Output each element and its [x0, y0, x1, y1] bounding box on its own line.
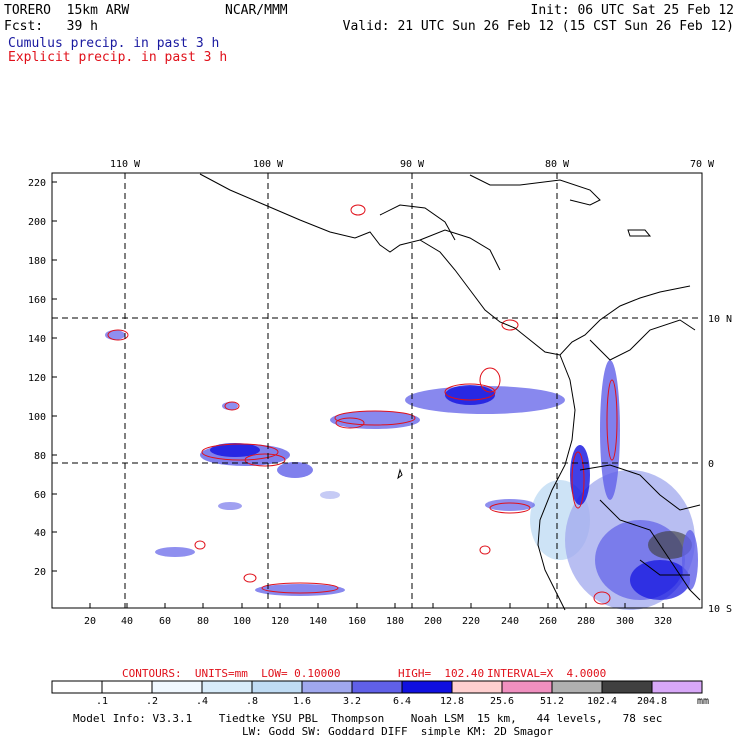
colorbar-label: 12.8: [439, 696, 465, 707]
colorbar-label: 102.4: [586, 696, 618, 707]
colorbar-label: .2: [145, 696, 159, 707]
colorbar-swatch: [651, 680, 703, 694]
colorbar-swatch: [551, 680, 603, 694]
x-tick-label: 200: [424, 616, 442, 627]
model-title: TORERO 15km ARW: [4, 3, 130, 18]
colorbar-swatch: [201, 680, 253, 694]
contours-interval: INTERVAL=X 4.0000: [487, 667, 607, 680]
legend-cumulus: Cumulus precip. in past 3 h: [8, 36, 220, 51]
x-tick-label: 100: [233, 616, 251, 627]
x-tick-label: 160: [348, 616, 366, 627]
colorbar-swatch: [501, 680, 553, 694]
contours-high: HIGH= 102.40: [398, 667, 485, 680]
lon-label-90w: 90 W: [400, 159, 425, 170]
lat-label-0: 0: [708, 459, 714, 470]
x-tick-label: 300: [616, 616, 634, 627]
model-info-line1: Model Info: V3.3.1 Tiedtke YSU PBL Thomp…: [73, 712, 663, 725]
explicit-precip-contours: [107, 204, 618, 605]
x-tick-label: 280: [577, 616, 595, 627]
y-tick-label: 140: [28, 334, 46, 345]
colorbar-swatch: [351, 680, 403, 694]
colorbar-swatch: [601, 680, 653, 694]
x-tick-label: 320: [654, 616, 672, 627]
colorbar-label: 1.6: [292, 696, 312, 707]
colorbar: [51, 680, 703, 694]
y-tick-label: 80: [34, 451, 46, 462]
coastlines: [199, 173, 701, 611]
legend-explicit: Explicit precip. in past 3 h: [8, 50, 228, 65]
x-tick-label: 40: [121, 616, 133, 627]
x-tick-label: 60: [159, 616, 171, 627]
colorbar-swatch: [451, 680, 503, 694]
colorbar-label: .4: [195, 696, 209, 707]
colorbar-swatch: [401, 680, 453, 694]
colorbar-label: 25.6: [489, 696, 515, 707]
colorbar-label: 204.8: [636, 696, 668, 707]
lon-label-70w: 70 W: [690, 159, 715, 170]
x-tick-label: 120: [271, 616, 289, 627]
contours-label: CONTOURS: UNITS=mm LOW= 0.10000: [122, 667, 341, 680]
x-tick-label: 80: [197, 616, 209, 627]
x-tick-label: 220: [462, 616, 480, 627]
colorbar-swatch: [301, 680, 353, 694]
y-tick-label: 60: [34, 490, 46, 501]
graticule: [52, 173, 702, 608]
precip-fields: [105, 330, 698, 610]
y-axis: 20 40 60 80 100 120 140 160 180 200 220: [28, 178, 57, 578]
y-tick-label: 200: [28, 217, 46, 228]
colorbar-swatch: [251, 680, 303, 694]
lat-label-10n: 10 N: [708, 314, 732, 325]
model-info-line2: LW: Godd SW: Goddard DIFF simple KM: 2D …: [242, 725, 554, 738]
colorbar-label: 51.2: [539, 696, 565, 707]
y-tick-label: 220: [28, 178, 46, 189]
colorbar-label: .8: [245, 696, 259, 707]
x-tick-label: 260: [539, 616, 557, 627]
y-tick-label: 160: [28, 295, 46, 306]
y-tick-label: 40: [34, 528, 46, 539]
init-time: Init: 06 UTC Sat 25 Feb 12: [530, 3, 735, 18]
y-tick-label: 180: [28, 256, 46, 267]
lon-label-100w: 100 W: [253, 159, 284, 170]
x-axis: 20 40 60 80 100 120 140 160 180 200 220 …: [84, 603, 672, 627]
colorbar-swatch: [51, 680, 103, 694]
y-tick-label: 100: [28, 412, 46, 423]
lat-label-10s: 10 S: [708, 604, 732, 615]
colorbar-label: .1: [95, 696, 109, 707]
colorbar-unit: mm: [696, 696, 710, 707]
forecast-hour: Fcst: 39 h: [4, 19, 98, 34]
lon-label-110w: 110 W: [110, 159, 141, 170]
y-tick-label: 120: [28, 373, 46, 384]
colorbar-label: 6.4: [392, 696, 412, 707]
colorbar-swatch: [151, 680, 203, 694]
colorbar-swatch: [101, 680, 153, 694]
lon-label-80w: 80 W: [545, 159, 570, 170]
colorbar-label: 3.2: [342, 696, 362, 707]
x-tick-label: 180: [386, 616, 404, 627]
y-tick-label: 20: [34, 567, 46, 578]
x-tick-label: 20: [84, 616, 96, 627]
valid-time: Valid: 21 UTC Sun 26 Feb 12 (15 CST Sun …: [342, 19, 734, 34]
map-frame: [51, 172, 703, 609]
x-tick-label: 140: [309, 616, 327, 627]
x-tick-label: 240: [501, 616, 519, 627]
org-label: NCAR/MMM: [225, 3, 288, 18]
